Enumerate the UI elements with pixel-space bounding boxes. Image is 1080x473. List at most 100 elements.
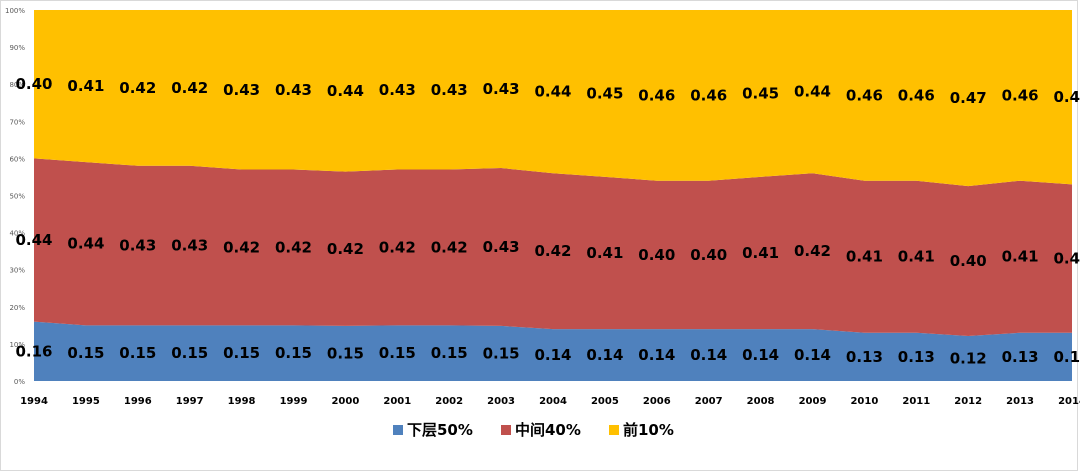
x-tick-label: 1994 [20, 396, 48, 407]
legend: 下层50% 中间40% 前10% [393, 421, 674, 439]
data-label: 0.42 [275, 238, 312, 256]
data-label: 0.40 [1053, 250, 1080, 268]
data-label: 0.41 [846, 248, 883, 266]
data-label-layer: 0.16 0.15 0.15 0.15 0.15 0.15 0.15 0.15 0.15 0.15… [15, 75, 1080, 367]
y-tick-label: 100% [5, 7, 25, 15]
data-label: 0.42 [534, 242, 571, 260]
y-tick-label: 60% [9, 155, 25, 163]
legend-label: 前10% [623, 421, 674, 439]
data-label: 0.42 [431, 238, 468, 256]
data-label: 0.44 [534, 83, 571, 101]
data-label: 0.43 [483, 238, 520, 256]
y-tick-label: 20% [9, 304, 25, 312]
data-label: 0.46 [1002, 86, 1039, 104]
y-tick-label: 90% [9, 44, 25, 52]
y-tick-label: 40% [9, 230, 25, 238]
data-label: 0.47 [950, 89, 987, 107]
data-label: 0.42 [327, 240, 364, 258]
x-tick-label: 2010 [850, 396, 878, 407]
data-label: 0.13 [1053, 348, 1080, 366]
x-tick-label: 2004 [539, 396, 567, 407]
data-label: 0.47 [1053, 88, 1080, 106]
x-tick-label: 2008 [747, 396, 775, 407]
x-tick-label: 1996 [124, 396, 152, 407]
data-label: 0.16 [15, 342, 52, 360]
x-tick-label: 2005 [591, 396, 619, 407]
area-series-中间40pct [34, 158, 1072, 336]
data-label: 0.15 [327, 345, 364, 363]
data-label: 0.41 [898, 248, 935, 266]
x-tick-label: 2013 [1006, 396, 1034, 407]
area-layer [34, 10, 1072, 381]
data-label: 0.15 [483, 345, 520, 363]
data-label: 0.14 [690, 346, 727, 364]
data-label: 0.13 [846, 348, 883, 366]
y-axis: 0% 10% 20% 30% 40% 50% 60% 70% 80% 90% 100% [5, 7, 25, 386]
data-label: 0.42 [119, 79, 156, 97]
x-tick-label: 2006 [643, 396, 671, 407]
data-label: 0.14 [586, 346, 623, 364]
legend-swatch [609, 425, 619, 435]
data-label: 0.43 [275, 81, 312, 99]
data-label: 0.46 [898, 86, 935, 104]
legend-label: 下层50% [407, 421, 473, 439]
data-label: 0.40 [690, 246, 727, 264]
x-tick-label: 2000 [331, 396, 359, 407]
data-label: 0.13 [1002, 348, 1039, 366]
data-label: 0.41 [586, 244, 623, 262]
data-label: 0.41 [67, 77, 104, 95]
x-tick-label: 1999 [280, 396, 308, 407]
data-label: 0.14 [742, 346, 779, 364]
data-label: 0.43 [171, 237, 208, 255]
data-label: 0.45 [742, 85, 779, 103]
data-label: 0.43 [379, 81, 416, 99]
data-label: 0.15 [119, 344, 156, 362]
data-label: 0.43 [119, 237, 156, 255]
x-tick-label: 2014 [1058, 396, 1080, 407]
legend-swatch [393, 425, 403, 435]
data-label: 0.44 [15, 231, 52, 249]
data-label: 0.15 [275, 344, 312, 362]
x-tick-label: 2007 [695, 396, 723, 407]
data-label: 0.42 [794, 242, 831, 260]
data-label: 0.42 [379, 238, 416, 256]
data-label: 0.40 [950, 252, 987, 270]
x-tick-label: 2011 [902, 396, 930, 407]
data-label: 0.15 [67, 344, 104, 362]
data-label: 0.45 [586, 85, 623, 103]
x-tick-label: 1995 [72, 396, 100, 407]
data-label: 0.42 [171, 79, 208, 97]
y-tick-label: 0% [14, 378, 25, 386]
data-label: 0.41 [1002, 248, 1039, 266]
data-label: 0.46 [846, 86, 883, 104]
x-tick-label: 1998 [228, 396, 256, 407]
data-label: 0.15 [379, 344, 416, 362]
data-label: 0.14 [794, 346, 831, 364]
data-label: 0.44 [67, 235, 104, 253]
data-label: 0.41 [742, 244, 779, 262]
data-label: 0.14 [534, 346, 571, 364]
data-label: 0.44 [327, 82, 364, 100]
data-label: 0.40 [638, 246, 675, 264]
data-label: 0.40 [15, 75, 52, 93]
y-tick-label: 80% [9, 81, 25, 89]
y-tick-label: 30% [9, 267, 25, 275]
data-label: 0.15 [431, 344, 468, 362]
data-label: 0.43 [223, 81, 260, 99]
data-label: 0.46 [690, 86, 727, 104]
x-tick-label: 2009 [799, 396, 827, 407]
y-tick-label: 50% [9, 193, 25, 201]
y-tick-label: 70% [9, 118, 25, 126]
data-label: 0.15 [171, 344, 208, 362]
legend-swatch [501, 425, 511, 435]
area-series-下层50pct [34, 321, 1072, 381]
data-label: 0.15 [223, 344, 260, 362]
data-label: 0.43 [483, 80, 520, 98]
data-label: 0.12 [950, 350, 987, 368]
data-label: 0.14 [638, 346, 675, 364]
data-label: 0.44 [794, 83, 831, 101]
data-label: 0.43 [431, 81, 468, 99]
data-label: 0.42 [223, 238, 260, 256]
x-tick-label: 2012 [954, 396, 982, 407]
